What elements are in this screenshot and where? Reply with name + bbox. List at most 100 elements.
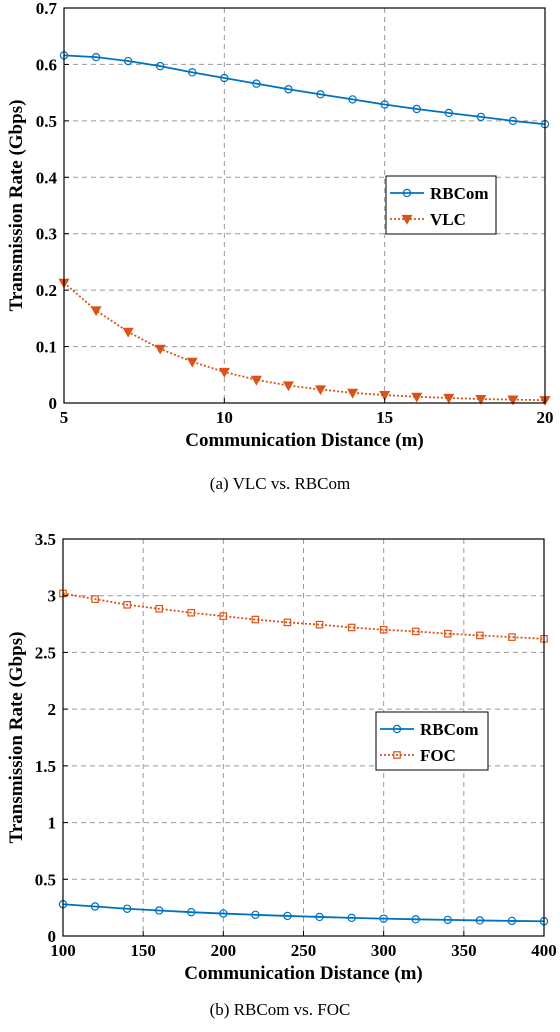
data-point-rbcom [219,909,228,918]
series-line-foc [62,592,545,640]
data-point-foc [411,627,420,636]
data-point-vlc [507,395,519,406]
data-point-rbcom [154,906,164,915]
x-tick-label: 400 [531,941,557,960]
data-point-vlc [379,391,391,401]
data-point-rbcom [123,56,133,66]
x-tick-label: 300 [371,941,397,960]
data-point-rbcom [315,912,324,922]
figure-a: 5 10 15 20 0 0.1 0.2 0.3 0.4 0.5 0.6 0.7 Communicat… [0,0,560,504]
data-point-rbcom [155,61,165,71]
data-point-rbcom [284,85,293,94]
y-tick-label: 0.3 [36,225,57,244]
y-tick-label: 1.5 [35,757,56,776]
data-point-foc [155,604,164,613]
data-point-foc [91,595,99,603]
legend-label-rbcom: RBCom [430,184,489,203]
y-tick-label: 3.5 [35,530,56,549]
legend-label-vlc: VLC [430,210,466,229]
legend-label-rbcom: RBCom [420,720,479,739]
figure-b: 100 150 200 250 300 350 400 0 0.5 1 1.5 2 2.5 3 3.5 Co… [0,520,560,1032]
data-point-vlc [475,394,487,405]
data-point-rbcom [122,904,132,913]
series-line-rbcom [63,54,546,126]
y-tick-label: 0.6 [36,55,57,74]
tick-labels: 5 10 15 20 0 0.1 0.2 0.3 0.4 0.5 0.6 0.7 [36,0,554,427]
legend-marker-foc [393,751,401,759]
x-tick-label: 350 [451,941,477,960]
x-axis-label: Communication Distance (m) [185,430,424,451]
data-point-vlc [347,388,359,399]
data-point-foc [219,612,228,620]
x-tick-label: 200 [211,941,237,960]
data-point-foc [347,623,356,632]
y-tick-label: 0.1 [36,338,57,357]
y-tick-label: 1 [48,814,57,833]
data-point-rbcom [283,911,292,921]
data-point-rbcom [91,52,101,62]
data-point-foc [444,629,452,638]
data-point-rbcom [508,116,518,126]
data-point-vlc [250,375,262,386]
data-point-rbcom [90,902,100,911]
data-point-rbcom [316,90,325,99]
legend-box [385,175,497,235]
data-point-vlc [122,327,134,338]
axes-box [63,7,546,404]
legend: RBCom VLC [385,175,497,235]
series-line-rbcom [62,903,545,923]
y-tick-label: 2.5 [35,643,56,662]
x-axis-label: Communication Distance (m) [184,963,423,984]
y-tick-label: 0.2 [36,281,57,300]
chart-b: 100 150 200 250 300 350 400 0 0.5 1 1.5 2 2.5 3 3.5 Co… [6,530,557,984]
x-tick-label: 250 [291,941,317,960]
legend-label-foc: FOC [420,746,456,765]
y-axis-label: Transmission Rate (Gbps) [6,632,27,844]
data-point-vlc [186,357,198,368]
data-point-vlc [90,306,102,317]
y-tick-label: 0.5 [36,112,57,131]
data-point-vlc [282,381,294,392]
series-layer [58,51,551,406]
data-point-rbcom [443,915,452,925]
x-tick-label: 5 [60,408,69,427]
data-point-rbcom [252,79,261,88]
data-point-vlc [154,344,166,355]
y-tick-label: 0 [49,394,58,413]
y-tick-label: 0.7 [36,0,58,18]
data-point-foc [379,625,388,634]
legend-box [375,711,489,771]
data-point-rbcom [507,916,517,926]
data-point-vlc [411,392,423,403]
legend-marker-rbcom [392,724,402,734]
data-point-vlc [315,385,327,396]
data-point-rbcom [220,73,229,83]
data-point-foc [283,618,292,627]
data-point-rbcom [348,95,357,104]
legend-marker-rbcom [402,188,412,198]
data-point-foc [123,600,131,609]
y-tick-label: 3 [48,587,57,606]
data-point-rbcom [188,68,197,77]
caption-b: (b) RBCom vs. FOC [209,1000,351,1019]
data-point-rbcom [380,100,389,109]
y-tick-label: 0.5 [35,870,56,889]
series-line-vlc [63,282,546,402]
x-tick-label: 10 [216,408,233,427]
x-tick-label: 150 [130,941,156,960]
y-tick-label: 2 [48,700,57,719]
data-point-rbcom [379,914,388,923]
data-point-foc [315,620,324,629]
data-point-vlc [218,367,230,378]
series-layer [58,589,549,926]
data-point-rbcom [476,112,486,122]
y-axis-label: Transmission Rate (Gbps) [6,100,27,312]
legend-marker-vlc [401,214,413,225]
data-point-foc [508,633,516,641]
tick-labels: 100 150 200 250 300 350 400 0 0.5 1 1.5 2 2.5 3 3.5 [35,530,557,960]
legend: RBCom FOC [375,711,489,771]
y-tick-label: 0 [48,927,57,946]
data-point-foc [187,608,196,617]
data-point-rbcom [444,108,453,118]
data-point-rbcom [347,913,356,923]
